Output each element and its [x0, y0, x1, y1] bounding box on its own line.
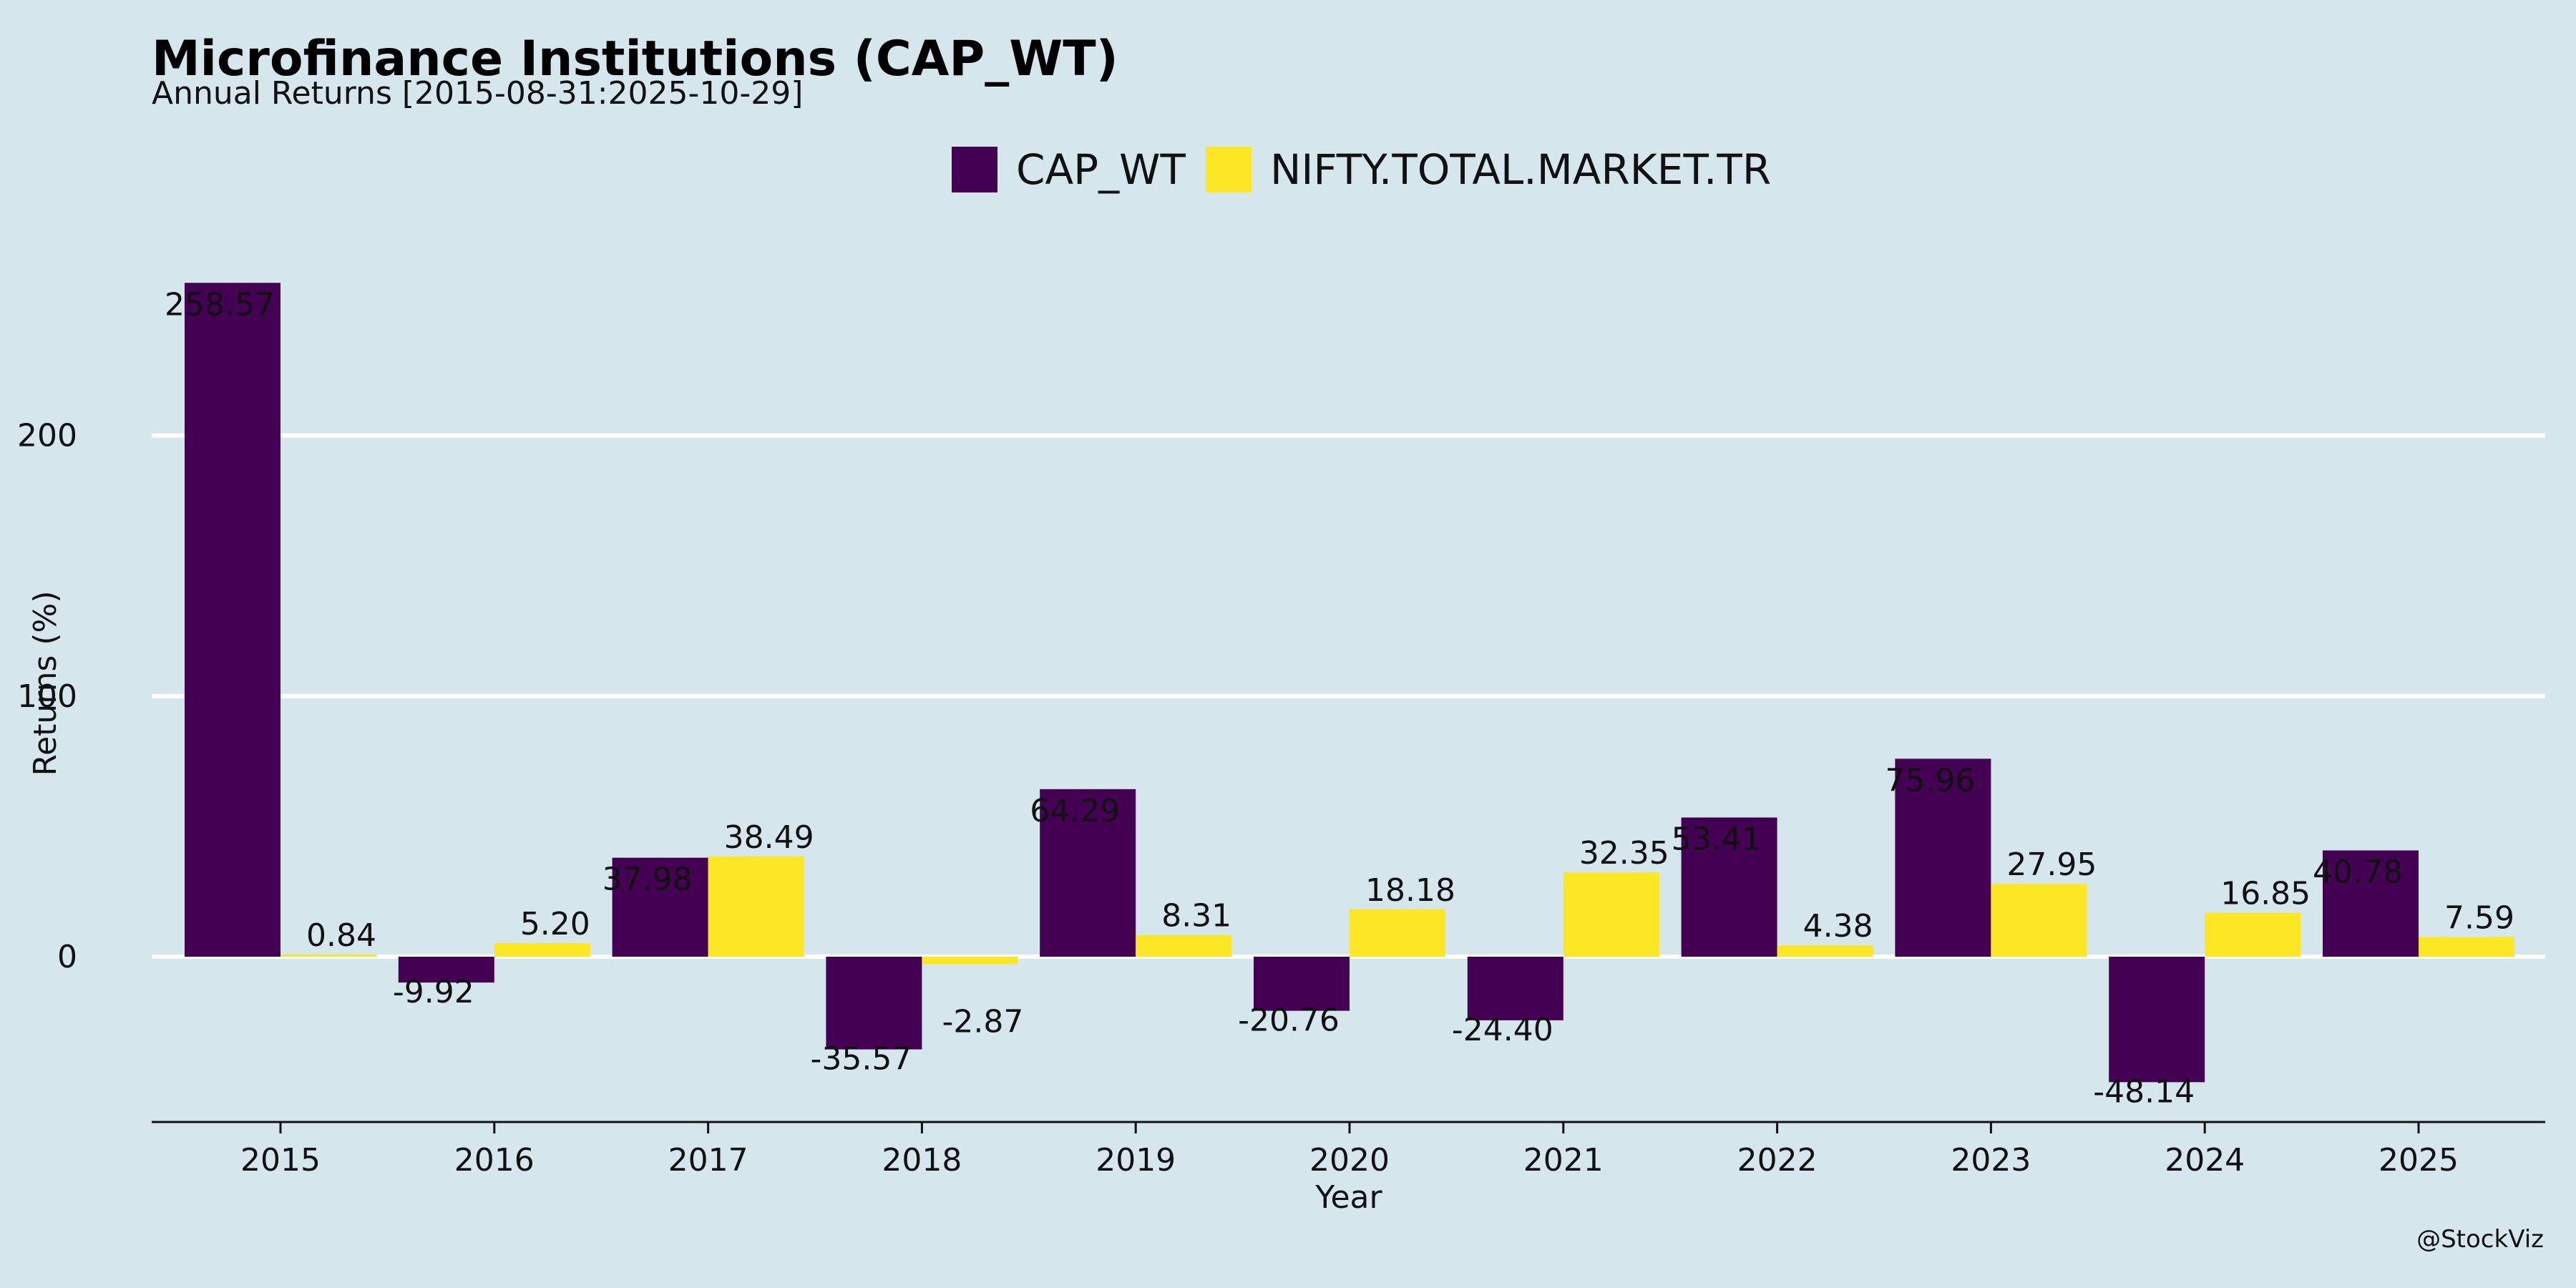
- x-tick-label: 2017: [668, 1142, 748, 1179]
- data-label: 27.95: [2006, 847, 2097, 883]
- x-axis: 2015 2016 2017 2018 2019 2020 2021 2022 2023 2024…: [152, 1121, 2545, 1179]
- legend-swatch: [1205, 147, 1252, 192]
- data-label: 18.18: [1365, 872, 1455, 909]
- bar-nifty-total-market-tr: [1136, 935, 1232, 957]
- x-tick-label: 2021: [1523, 1142, 1604, 1179]
- gridlines: 0 100 200: [17, 418, 2545, 975]
- credit-text: @StockViz: [2416, 1225, 2544, 1254]
- bar-cap-wt: [398, 957, 494, 983]
- legend: CAP_WT NIFTY.TOTAL.MARKET.TR: [952, 145, 1771, 194]
- data-label: -9.92: [393, 974, 474, 1010]
- x-tick-label: 2025: [2379, 1142, 2459, 1179]
- bar-cap-wt: [612, 857, 708, 957]
- data-label: 4.38: [1803, 908, 1873, 945]
- data-label: 7.59: [2444, 899, 2514, 936]
- data-label: -24.40: [1452, 1012, 1553, 1048]
- data-label: -35.57: [810, 1041, 912, 1078]
- bar-cap-wt: [1681, 817, 1777, 957]
- bar-nifty-total-market-tr: [280, 954, 376, 957]
- data-label: 53.41: [1672, 821, 1762, 857]
- x-tick-label: 2015: [240, 1142, 321, 1179]
- legend-label: NIFTY.TOTAL.MARKET.TR: [1270, 145, 1771, 194]
- x-tick-label: 2024: [2165, 1142, 2245, 1179]
- data-label: 75.96: [1885, 762, 1975, 799]
- bar-cap-wt: [1467, 957, 1563, 1020]
- y-tick-label: 100: [17, 678, 77, 715]
- bar-cap-wt: [2109, 957, 2205, 1083]
- x-axis-label: Year: [1314, 1179, 1382, 1216]
- data-labels: 258.57 0.84 -9.92 5.20 37.98 38.49 -35.57 -2.87…: [165, 286, 2514, 1110]
- bar-cap-wt: [185, 283, 280, 957]
- data-label: -2.87: [942, 1003, 1023, 1040]
- bar-nifty-total-market-tr: [1350, 909, 1445, 957]
- bar-nifty-total-market-tr: [494, 943, 590, 957]
- chart-title: Microfinance Institutions (CAP_WT): [152, 31, 1118, 87]
- bar-cap-wt: [1254, 957, 1350, 1011]
- data-label: 64.29: [1030, 793, 1120, 829]
- data-label: 40.78: [2313, 854, 2403, 890]
- data-label: 8.31: [1161, 898, 1231, 935]
- chart-subtitle: Annual Returns [2015-08-31:2025-10-29]: [152, 75, 803, 112]
- x-tick-label: 2020: [1309, 1142, 1390, 1179]
- x-tick-label: 2019: [1096, 1142, 1176, 1179]
- bar-nifty-total-market-tr: [708, 856, 804, 957]
- data-label: 5.20: [520, 906, 590, 942]
- legend-swatch: [952, 147, 997, 192]
- bar-nifty-total-market-tr: [1991, 884, 2087, 957]
- y-axis-label: Returns (%): [27, 590, 64, 776]
- bar-cap-wt: [2323, 850, 2419, 957]
- x-tick-label: 2016: [454, 1142, 535, 1179]
- data-label: 16.85: [2220, 876, 2311, 912]
- bar-cap-wt: [1040, 789, 1136, 957]
- bars: [185, 283, 2514, 1083]
- legend-label: CAP_WT: [1016, 145, 1186, 194]
- data-label: 37.98: [602, 862, 693, 898]
- x-tick-label: 2023: [1951, 1142, 2031, 1179]
- bar-nifty-total-market-tr: [2205, 912, 2301, 957]
- bar-cap-wt: [826, 957, 922, 1050]
- y-tick-label: 200: [17, 418, 77, 454]
- bar-cap-wt: [1895, 758, 1991, 957]
- bar-nifty-total-market-tr: [922, 957, 1018, 965]
- bar-nifty-total-market-tr: [1777, 945, 1873, 957]
- bar-nifty-total-market-tr: [1563, 872, 1659, 957]
- data-label: 0.84: [306, 917, 376, 954]
- y-tick-label: 0: [57, 939, 77, 975]
- data-label: -20.76: [1238, 1002, 1340, 1039]
- x-tick-label: 2018: [882, 1142, 962, 1179]
- data-label: -48.14: [2093, 1073, 2195, 1110]
- x-tick-label: 2022: [1737, 1142, 1818, 1179]
- data-label: 258.57: [165, 286, 275, 323]
- data-label: 38.49: [724, 819, 814, 856]
- bar-nifty-total-market-tr: [2419, 937, 2514, 957]
- data-label: 32.35: [1579, 835, 1669, 872]
